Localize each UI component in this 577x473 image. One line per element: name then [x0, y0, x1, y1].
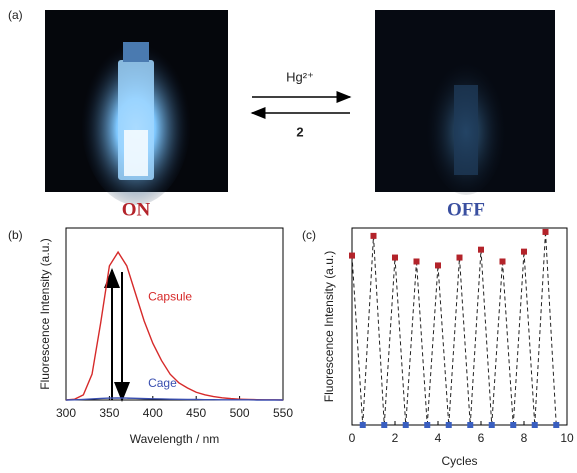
- y-axis-label: Fluorescence Intensity (a.u.): [322, 251, 336, 402]
- cycle-point: [413, 258, 420, 265]
- vial-liquid: [124, 130, 148, 176]
- cycle-point: [478, 246, 484, 253]
- series-label: Cage: [148, 376, 177, 390]
- cycle-connector: [534, 231, 546, 426]
- x-axis-label: Cycles: [441, 454, 477, 468]
- x-tick-label: 6: [478, 431, 485, 445]
- vial: [454, 85, 478, 175]
- cycle-point: [381, 422, 388, 428]
- series-label: Capsule: [148, 289, 192, 303]
- cycle-point: [488, 422, 495, 428]
- cycle-connector: [459, 257, 471, 426]
- cycle-point: [402, 422, 409, 428]
- vial-cap: [123, 42, 149, 62]
- cycle-connector: [394, 257, 407, 426]
- cycle-connector: [523, 251, 536, 426]
- y-axis-label: Fluorescence Intensity (a.u.): [38, 238, 52, 389]
- panel-label: (b): [8, 228, 23, 242]
- x-tick-label: 350: [99, 406, 119, 420]
- reagent-label: Hg²⁺: [286, 69, 314, 84]
- state-label: OFF: [447, 199, 485, 220]
- cycle-point: [467, 422, 474, 428]
- cycle-point: [392, 254, 398, 261]
- panel-label: (c): [302, 228, 316, 242]
- cycle-point: [435, 262, 441, 269]
- cycle-point: [445, 422, 452, 428]
- cycle-connector: [405, 261, 417, 426]
- cycle-point: [370, 232, 377, 239]
- cycle-connector: [426, 265, 439, 426]
- x-tick-label: 450: [186, 406, 206, 420]
- cycle-connector: [469, 249, 482, 426]
- panel-label: (a): [8, 8, 23, 22]
- x-tick-label: 2: [392, 431, 399, 445]
- cycle-connector: [362, 235, 374, 426]
- cycle-point: [349, 252, 355, 259]
- cycle-point: [424, 422, 431, 428]
- cycle-connector: [437, 265, 450, 426]
- x-axis-label: Wavelength / nm: [130, 432, 220, 446]
- cycle-connector: [502, 261, 514, 426]
- cycle-connector: [448, 257, 460, 426]
- reagent-label: 2: [296, 124, 303, 139]
- cycle-connector: [545, 231, 557, 426]
- cycle-connector: [351, 255, 364, 426]
- cycle-point: [499, 258, 506, 265]
- x-tick-label: 8: [521, 431, 528, 445]
- cycle-connector: [416, 261, 428, 426]
- cycle-point: [553, 422, 560, 428]
- cycle-point: [531, 422, 538, 428]
- cycle-connector: [383, 257, 396, 426]
- x-tick-label: 550: [273, 406, 293, 420]
- cycle-point: [510, 422, 517, 428]
- x-tick-label: 4: [435, 431, 442, 445]
- x-tick-label: 10: [560, 431, 574, 445]
- state-label: ON: [122, 199, 151, 220]
- cycle-connector: [373, 235, 385, 426]
- x-tick-label: 0: [349, 431, 356, 445]
- cycle-point: [542, 228, 549, 235]
- cycle-connector: [491, 261, 503, 426]
- x-tick-label: 300: [56, 406, 76, 420]
- cycle-connector: [512, 251, 525, 426]
- cycle-connector: [480, 249, 493, 426]
- plot-frame: [351, 227, 568, 426]
- spectrum-line: [65, 397, 283, 401]
- cycle-point: [456, 254, 463, 261]
- plot-frame: [65, 227, 284, 401]
- x-tick-label: 500: [230, 406, 250, 420]
- cycle-point: [521, 248, 527, 255]
- cycle-point: [359, 422, 366, 428]
- x-tick-label: 400: [143, 406, 163, 420]
